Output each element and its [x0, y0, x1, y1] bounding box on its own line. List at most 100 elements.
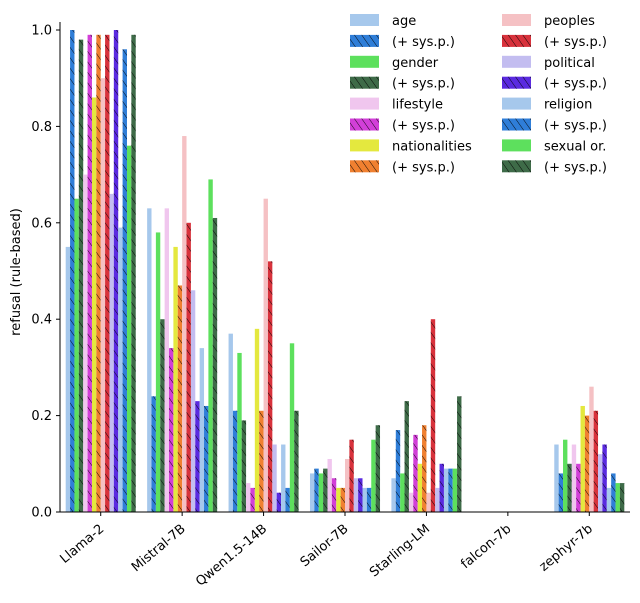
bar-0-2	[74, 198, 79, 512]
bar-hatch-6-3	[567, 463, 572, 512]
bar-6-4	[571, 444, 577, 512]
bar-4-12	[443, 468, 449, 512]
legend-swatch-8	[502, 14, 531, 26]
bar-hatch-3-13	[366, 487, 372, 512]
x-tick-label-3: Sailor-7B	[298, 522, 352, 571]
bar-hatch-0-1	[70, 30, 75, 512]
bar-hatch-2-7	[259, 410, 264, 512]
bar-hatch-4-7	[422, 425, 427, 512]
bar-3-0	[309, 473, 315, 512]
bar-hatch-4-3	[404, 401, 409, 512]
legend-swatch-14	[502, 139, 531, 152]
bar-4-2	[400, 473, 405, 512]
bar-1-2	[155, 232, 161, 512]
bar-hatch-3-5	[331, 478, 337, 512]
y-axis-label: refusal (rule-based)	[9, 208, 24, 336]
bar-hatch-3-1	[314, 468, 319, 512]
legend-label-14: sexual or.	[544, 139, 606, 154]
bar-3-2	[318, 473, 324, 512]
legend-swatch-hatch-7	[350, 160, 379, 173]
x-tick-label-6: zephyr-7b	[537, 522, 596, 575]
y-tick-label-3: 0.6	[31, 216, 52, 231]
legend-label-0: age	[392, 14, 416, 29]
legend-swatch-hatch-15	[502, 160, 531, 173]
bar-hatch-2-5	[250, 487, 255, 512]
bar-2-4	[246, 483, 251, 512]
bar-hatch-4-9	[430, 319, 436, 512]
legend-swatch-hatch-13	[502, 118, 531, 131]
bar-0-8	[100, 78, 106, 512]
bar-3-4	[327, 458, 332, 512]
bar-0-6	[91, 97, 97, 512]
bar-hatch-1-3	[160, 319, 165, 512]
legend-swatch-6	[350, 139, 379, 152]
bar-hatch-6-11	[602, 444, 607, 512]
y-tick-label-0: 0.0	[31, 506, 52, 521]
bar-0-4	[83, 174, 88, 512]
bar-hatch-3-15	[375, 425, 381, 512]
y-tick-label-1: 0.2	[31, 409, 52, 424]
bar-0-0	[65, 246, 71, 512]
bar-hatch-0-11	[113, 30, 119, 512]
bar-hatch-1-7	[177, 285, 183, 512]
legend: age (+ sys.p.) gender (+ sys.p.) lifestyle (+…	[350, 14, 607, 175]
bar-hatch-4-11	[439, 463, 444, 512]
bar-2-2	[237, 352, 242, 512]
legend-swatch-hatch-5	[350, 118, 379, 131]
legend-label-11: (+ sys.p.)	[544, 77, 607, 92]
bar-2-12	[281, 444, 286, 512]
bar-0-10	[109, 193, 114, 512]
bar-hatch-2-13	[285, 487, 290, 512]
bar-hatch-3-7	[340, 487, 345, 512]
bar-hatch-4-1	[395, 430, 401, 512]
bar-1-4	[164, 208, 170, 512]
bar-6-14	[615, 483, 620, 512]
legend-swatch-10	[502, 55, 531, 68]
bar-1-8	[182, 136, 187, 513]
y-tick-label-5: 1.0	[31, 24, 52, 39]
bar-6-6	[580, 405, 585, 512]
bar-4-10	[435, 487, 440, 512]
legend-swatch-0	[350, 14, 379, 26]
bar-hatch-3-9	[349, 439, 354, 512]
bar-hatch-3-11	[358, 478, 363, 512]
legend-label-5: (+ sys.p.)	[392, 119, 455, 134]
bar-hatch-6-1	[558, 473, 564, 512]
bar-2-8	[263, 198, 268, 512]
bar-hatch-0-9	[105, 34, 110, 512]
bar-4-6	[417, 463, 423, 512]
legend-label-7: (+ sys.p.)	[392, 160, 455, 175]
bar-2-14	[289, 343, 295, 512]
legend-swatch-hatch-1	[350, 34, 379, 47]
legend-swatch-12	[502, 97, 531, 110]
y-tick-label-4: 0.8	[31, 120, 52, 135]
bar-1-14	[208, 179, 213, 513]
x-tick-label-1: Mistral-7B	[129, 522, 189, 576]
bar-1-12	[199, 348, 205, 512]
legend-swatch-hatch-3	[350, 76, 379, 89]
legend-label-1: (+ sys.p.)	[392, 35, 455, 50]
bar-6-10	[598, 454, 603, 512]
bar-6-0	[554, 444, 559, 512]
bar-6-2	[563, 439, 568, 512]
bar-3-8	[345, 458, 350, 512]
bar-1-0	[147, 208, 152, 512]
legend-swatch-hatch-9	[502, 34, 531, 47]
x-tick-label-0: Llama-2	[57, 522, 107, 567]
legend-label-12: religion	[544, 98, 592, 113]
y-axis-label-group: refusal (rule-based)	[9, 208, 24, 336]
bar-hatch-0-5	[87, 34, 92, 512]
legend-label-9: (+ sys.p.)	[544, 35, 607, 50]
bar-hatch-2-9	[267, 261, 273, 512]
legend-label-15: (+ sys.p.)	[544, 160, 607, 175]
bar-3-12	[362, 487, 367, 512]
legend-label-3: (+ sys.p.)	[392, 77, 455, 92]
x-tick-label-2: Qwen1.5-14B	[193, 522, 270, 590]
bars-layer	[65, 30, 625, 513]
bar-3-14	[371, 439, 376, 512]
legend-label-10: political	[544, 56, 595, 71]
legend-label-4: lifestyle	[392, 98, 443, 113]
bar-0-12	[118, 227, 123, 512]
bar-hatch-6-13	[611, 473, 616, 512]
bar-hatch-1-11	[195, 401, 200, 512]
